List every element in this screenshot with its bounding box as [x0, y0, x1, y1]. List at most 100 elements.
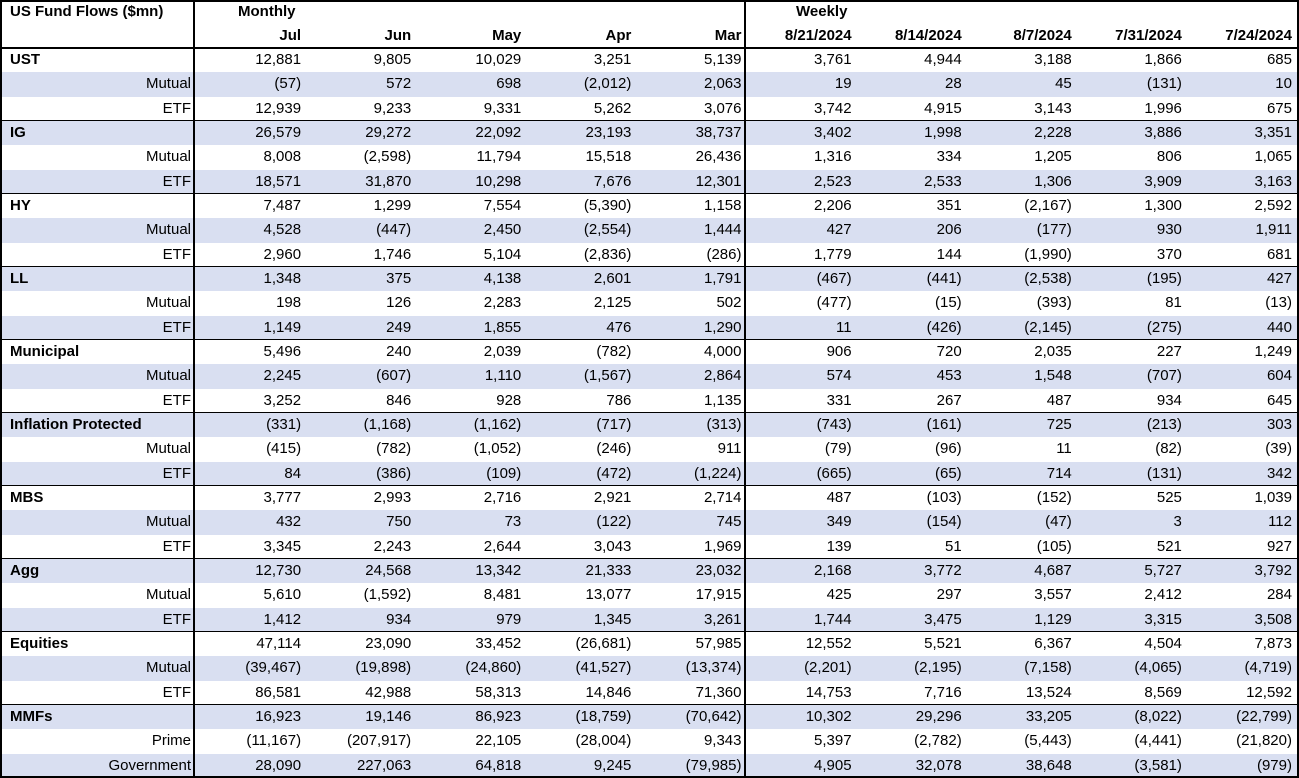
value-cell: 3,163 — [1254, 172, 1292, 190]
value-cell: 4,944 — [924, 51, 962, 68]
value-cell: (13) — [1265, 294, 1292, 312]
value-cell: 3,315 — [1144, 610, 1182, 628]
value-cell: 10,029 — [475, 51, 522, 68]
value-cell: (447) — [376, 221, 412, 239]
value-cell: 4,138 — [483, 269, 522, 287]
value-cell: 17,915 — [695, 586, 742, 604]
value-cell: (2,538) — [1024, 269, 1072, 287]
value-cell: 240 — [386, 342, 412, 360]
value-cell: 1,911 — [1255, 221, 1292, 239]
value-cell: (39,467) — [245, 659, 302, 677]
value-cell: 1,306 — [1034, 172, 1072, 190]
row-shading — [0, 558, 1299, 584]
value-cell: (131) — [1146, 75, 1182, 93]
value-cell: 1,158 — [703, 196, 742, 214]
value-cell: 31,870 — [365, 172, 412, 190]
value-cell: 979 — [496, 610, 522, 628]
value-cell: (415) — [266, 440, 302, 458]
value-cell: 1,065 — [1254, 148, 1292, 166]
value-cell: (1,168) — [363, 415, 412, 433]
row-shading — [0, 72, 1299, 97]
value-cell: 2,592 — [1254, 196, 1292, 214]
value-cell: 26,436 — [695, 148, 742, 166]
value-cell: (467) — [816, 269, 852, 287]
value-cell: (5,443) — [1024, 732, 1072, 750]
value-cell: 3,251 — [593, 51, 632, 68]
sub-label: ETF — [162, 464, 191, 482]
border — [1297, 0, 1299, 778]
value-cell: 675 — [1266, 99, 1292, 117]
group-label: Municipal — [10, 342, 80, 360]
border — [743, 0, 746, 778]
monthly-header: Monthly — [238, 3, 296, 20]
value-cell: 2,063 — [703, 75, 742, 93]
value-cell: 13,524 — [1025, 683, 1072, 701]
value-cell: 28 — [945, 75, 962, 93]
value-cell: 3 — [1173, 513, 1182, 531]
value-cell: 2,644 — [483, 537, 522, 555]
group-divider — [0, 557, 1299, 560]
value-cell: 16,923 — [255, 707, 302, 725]
value-cell: (707) — [1146, 367, 1182, 385]
value-cell: 574 — [826, 367, 852, 385]
group-divider — [0, 338, 1299, 341]
value-cell: (47) — [1045, 513, 1072, 531]
row-shading — [0, 656, 1299, 681]
column-header: 8/21/2024 — [784, 27, 852, 44]
value-cell: 911 — [717, 440, 742, 458]
table-title: US Fund Flows ($mn) — [10, 3, 164, 20]
value-cell: 521 — [1156, 537, 1182, 555]
value-cell: (103) — [926, 488, 962, 506]
value-cell: 11,794 — [476, 148, 522, 166]
value-cell: (426) — [926, 318, 962, 336]
group-label: HY — [10, 196, 31, 214]
value-cell: (21,820) — [1236, 732, 1292, 750]
value-cell: 3,402 — [814, 123, 852, 141]
value-cell: (11,167) — [246, 732, 302, 750]
value-cell: 2,601 — [593, 269, 632, 287]
value-cell: 26,579 — [255, 123, 302, 141]
value-cell: (386) — [376, 464, 412, 482]
column-header: Mar — [714, 27, 742, 44]
value-cell: 1,855 — [483, 318, 522, 336]
value-cell: (2,782) — [914, 732, 962, 750]
value-cell: 1,348 — [263, 269, 302, 287]
value-cell: 3,076 — [703, 99, 742, 117]
value-cell: 19 — [834, 75, 852, 93]
value-cell: (13,374) — [685, 659, 742, 677]
value-cell: (28,004) — [575, 732, 632, 750]
value-cell: 930 — [1156, 221, 1182, 239]
group-divider — [0, 192, 1299, 195]
value-cell: 10,302 — [805, 707, 852, 725]
value-cell: 249 — [386, 318, 412, 336]
value-cell: (665) — [816, 464, 852, 482]
value-cell: (19,898) — [355, 659, 412, 677]
value-cell: 23,193 — [585, 123, 632, 141]
value-cell: 8,008 — [263, 148, 302, 166]
value-cell: (22,799) — [1236, 707, 1292, 725]
value-cell: 1,779 — [814, 245, 852, 263]
value-cell: 267 — [936, 391, 962, 409]
value-cell: 42,988 — [365, 683, 412, 701]
value-cell: 22,105 — [475, 732, 522, 750]
row-shading — [0, 412, 1299, 438]
value-cell: (5,390) — [583, 196, 632, 214]
column-header: Apr — [605, 27, 632, 44]
value-cell: (607) — [376, 367, 412, 385]
value-cell: 5,496 — [263, 342, 302, 360]
sub-label: ETF — [162, 245, 191, 263]
value-cell: (26,681) — [575, 634, 632, 652]
value-cell: 2,450 — [483, 221, 522, 239]
value-cell: 3,252 — [263, 391, 302, 409]
value-cell: 1,791 — [703, 269, 742, 287]
value-cell: 5,139 — [703, 51, 742, 68]
value-cell: (2,195) — [914, 659, 962, 677]
value-cell: (161) — [926, 415, 962, 433]
value-cell: 4,000 — [703, 342, 742, 360]
value-cell: 3,777 — [263, 488, 302, 506]
value-cell: (393) — [1036, 294, 1072, 312]
value-cell: 3,761 — [814, 51, 852, 68]
value-cell: 1,744 — [814, 610, 852, 628]
value-cell: 38,648 — [1025, 756, 1072, 774]
value-cell: 4,504 — [1144, 634, 1182, 652]
